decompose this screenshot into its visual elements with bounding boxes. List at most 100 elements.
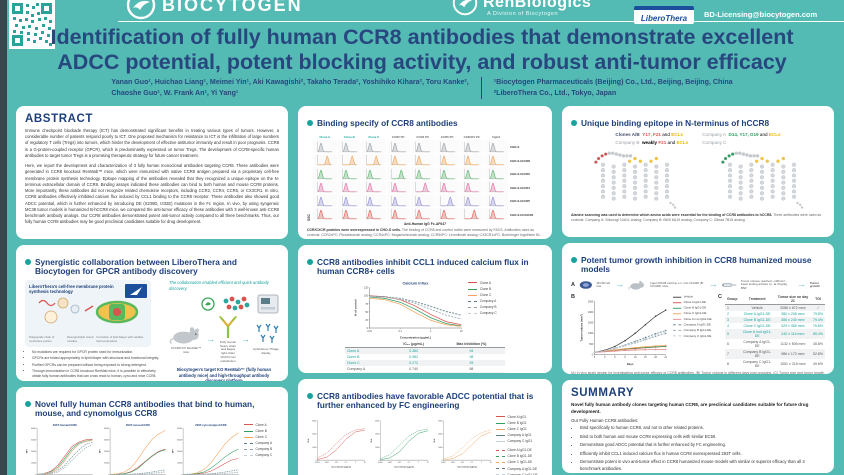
author-names: Yanan Guo¹, Huichao Liang¹, Meimei Yin¹,… <box>111 78 469 97</box>
cyno-ccr8-binding-chart: 293T-cynomolgusCCR8010000200003000040000… <box>171 422 241 475</box>
svg-text:MFI: MFI <box>100 449 102 453</box>
summary-subtitle: Our Fully Human CCR8 antibodies: <box>571 418 639 424</box>
platform-caption: Biocytogen's target KO RenMab™ (fully hu… <box>176 367 272 381</box>
svg-text:Concentration (μg/mL): Concentration (μg/mL) <box>400 336 431 340</box>
abstract-paragraph-2: Here, we report the development and char… <box>25 163 279 225</box>
summary-section: SUMMARY Novel fully human antibody clone… <box>562 380 834 473</box>
summary-heading: SUMMARY <box>571 387 635 399</box>
svg-text:0.0001: 0.0001 <box>315 462 320 464</box>
poster-title-line1: Identification of fully human CCR8 antib… <box>50 25 794 49</box>
mouse-icon <box>628 280 644 290</box>
svg-text:30000: 30000 <box>375 420 379 422</box>
svg-text:RLU: RLU <box>308 438 310 442</box>
svg-text:9: 9 <box>624 357 626 359</box>
section-bullet-icon <box>307 392 313 399</box>
ccr8-snake-plot-right <box>702 147 822 211</box>
abstract-heading: ABSTRACT <box>25 113 94 125</box>
renbiologics-bird-icon <box>452 0 478 16</box>
svg-text:10: 10 <box>427 462 429 464</box>
poster-left-edge <box>0 0 7 475</box>
svg-text:0: 0 <box>316 460 317 462</box>
svg-text:10: 10 <box>490 462 492 464</box>
svg-text:10000: 10000 <box>31 463 36 465</box>
adcc-legend: Clone A IgG1 Clone B IgG1 Clone C IgG1 Comp… <box>496 414 538 475</box>
svg-text:15: 15 <box>644 357 647 359</box>
adcc-section: CCR8 antibodies have favorable ADCC pote… <box>298 379 552 475</box>
summary-bullet-list: Bind specifically to human CCR8, and not… <box>571 425 825 472</box>
renmab-mouse-icon <box>169 327 199 345</box>
svg-text:1000: 1000 <box>588 333 594 335</box>
svg-text:21: 21 <box>664 357 667 359</box>
epitope-left-labels: Clones A/B Y17, F21 and ECLs Company B w… <box>615 132 689 145</box>
binding-specificity-section: Binding specify of CCR8 antibodies SSC Cl… <box>298 106 552 239</box>
svg-text:10: 10 <box>364 462 366 464</box>
svg-text:20000: 20000 <box>312 434 316 436</box>
liberothera-logo: LiberoThera <box>634 6 694 24</box>
svg-text:Days: Days <box>627 362 634 366</box>
platform-column: The collaboration enabled efficient and … <box>169 280 279 381</box>
section-bullet-icon <box>307 119 313 126</box>
calcium-flux-heading: CCR8 antibodies inhibit CCL1 induced cal… <box>317 256 529 277</box>
svg-text:50: 50 <box>366 311 369 314</box>
svg-text:MFI: MFI <box>173 449 175 453</box>
collaboration-heading: Synergistic collaboration between Libero… <box>35 256 237 277</box>
svg-text:293T-cynomolgusCCR8: 293T-cynomolgusCCR8 <box>195 423 227 427</box>
svg-text:0: 0 <box>379 460 380 462</box>
svg-text:0.0001: 0.0001 <box>441 462 446 464</box>
svg-text:40000: 40000 <box>177 428 182 430</box>
summary-lead: Novel fully human antibody clones target… <box>571 402 809 414</box>
svg-text:20000: 20000 <box>104 451 109 453</box>
antibody-icon <box>219 315 237 338</box>
adcc-clone-c-chart: 0 10000 20000 30000 0.0001 0.001 0.01 0.1 1 10 Con… <box>433 414 493 470</box>
svg-text:125: 125 <box>364 287 369 290</box>
svg-text:30000: 30000 <box>31 439 36 441</box>
tumor-heading: Potent tumor growth inhibition in CCR8 h… <box>581 254 812 275</box>
licensing-email-link[interactable]: BD-Licensing@biocytogen.com <box>704 10 818 19</box>
svg-text:20000: 20000 <box>438 434 442 436</box>
svg-text:0: 0 <box>594 357 596 359</box>
section-bullet-icon <box>25 400 31 407</box>
adcc-clone-b-chart: 0 10000 20000 30000 0.0001 0.001 0.01 0.1 1 10 Con… <box>370 414 430 470</box>
binding-curves-section: Novel fully human CCR8 antibodies that b… <box>16 387 288 475</box>
svg-text:6: 6 <box>614 357 616 359</box>
svg-text:30000: 30000 <box>177 439 182 441</box>
section-bullet-icon <box>25 258 31 265</box>
biocytogen-logo: BIOCYTOGEN <box>126 0 303 20</box>
calcium-ic50-table: IC₅₀ (μg/mL) Max inhibition (%) Clone A 0.3… <box>345 340 505 373</box>
svg-text:0: 0 <box>442 460 443 462</box>
poster-title-line2: ADCC potential, potent blocking activity… <box>57 50 787 75</box>
epitope-right-labels: Company A D14, Y17, D19 and ECLs Company… <box>702 132 781 145</box>
cellfree-tech-box: LiberoThera's cell-free membrane protein… <box>25 279 151 347</box>
svg-text:10000: 10000 <box>375 447 379 449</box>
screening-machine-icon <box>257 294 279 314</box>
tumor-volume-chart: 0 500 1000 1500 2000 2500 0 3 6 9 12 15 18 21 Days Tumo… <box>578 294 670 366</box>
svg-text:30000: 30000 <box>312 420 316 422</box>
cellfree-column: LiberoThera's cell-free membrane protein… <box>25 279 163 381</box>
tumor-caption: (A) In vivo study design for investigati… <box>571 370 825 374</box>
arrow-icon: → <box>615 279 624 290</box>
svg-text:0.01: 0.01 <box>461 462 464 464</box>
svg-text:Concentration (μg/mL): Concentration (μg/mL) <box>457 465 477 468</box>
collaboration-section: Synergistic collaboration between Libero… <box>16 245 288 381</box>
renbiologics-tagline: A Division of Biocytogen <box>487 11 559 17</box>
syringe-icon <box>721 283 737 287</box>
mouse-ccr8-binding-chart: 293T-mouseCCR80100002000030000400000.001… <box>98 422 168 475</box>
svg-text:0.01: 0.01 <box>398 462 401 464</box>
arrow-icon: → <box>796 279 806 290</box>
svg-text:RLU: RLU <box>371 438 373 442</box>
author-affiliation-divider <box>480 77 482 99</box>
svg-text:0.1: 0.1 <box>399 330 403 333</box>
ccr8-snake-plot-left <box>575 147 695 211</box>
svg-text:500: 500 <box>589 344 594 346</box>
svg-text:0.001: 0.001 <box>388 462 392 464</box>
svg-text:10000: 10000 <box>104 463 109 465</box>
section-bullet-icon <box>571 119 577 126</box>
svg-text:18: 18 <box>654 357 657 359</box>
author-block: Yanan Guo¹, Huichao Liang¹, Meimei Yin¹,… <box>0 77 844 99</box>
arrow-icon: → <box>708 279 718 290</box>
adcc-clone-a-chart: 0 10000 20000 30000 0.0001 0.001 0.01 0.1 1 10 Con… <box>307 414 367 470</box>
svg-text:MFI: MFI <box>27 449 29 453</box>
epitope-heading: Unique binding epitope in N-terminus of … <box>581 117 770 128</box>
